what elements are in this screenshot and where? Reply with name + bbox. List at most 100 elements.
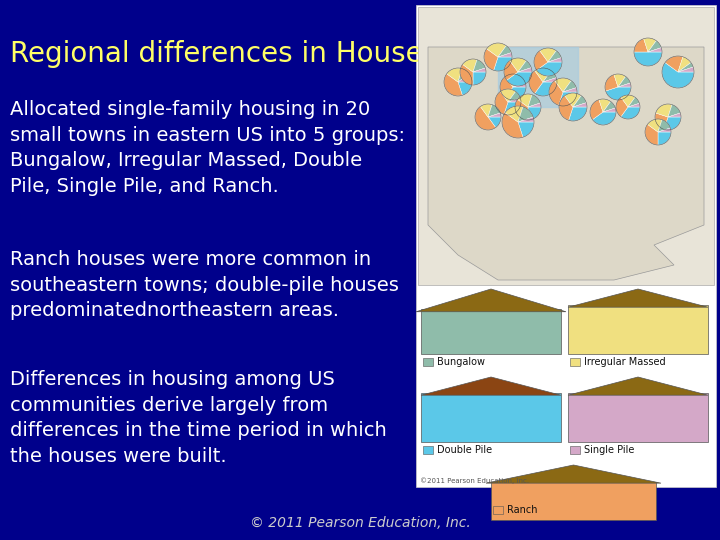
Text: Ranch: Ranch: [507, 505, 538, 515]
Wedge shape: [535, 82, 557, 96]
Wedge shape: [458, 82, 472, 96]
Wedge shape: [495, 91, 508, 114]
Bar: [416, 5, 716, 487]
Wedge shape: [628, 103, 640, 107]
Wedge shape: [513, 77, 526, 87]
Wedge shape: [510, 58, 526, 72]
Wedge shape: [614, 74, 626, 87]
Wedge shape: [518, 107, 534, 122]
Wedge shape: [658, 120, 670, 132]
Wedge shape: [678, 57, 691, 72]
Wedge shape: [605, 75, 618, 91]
Wedge shape: [540, 48, 557, 62]
Wedge shape: [518, 60, 531, 72]
Text: ©2011 Pearson Education, Inc.: ©2011 Pearson Education, Inc.: [420, 477, 529, 484]
Wedge shape: [590, 100, 603, 120]
Bar: [423, 446, 433, 454]
Wedge shape: [573, 103, 587, 107]
Wedge shape: [603, 108, 616, 112]
Wedge shape: [528, 103, 541, 107]
Wedge shape: [664, 117, 681, 130]
Text: Regional differences in House Types: Regional differences in House Types: [10, 40, 510, 68]
Wedge shape: [518, 94, 532, 107]
Wedge shape: [460, 64, 473, 85]
Wedge shape: [505, 74, 521, 87]
Wedge shape: [656, 104, 672, 117]
Wedge shape: [535, 68, 552, 82]
Wedge shape: [621, 107, 640, 119]
Bar: [418, 7, 714, 285]
Wedge shape: [500, 89, 516, 102]
Wedge shape: [473, 59, 485, 72]
Wedge shape: [563, 87, 577, 92]
Wedge shape: [549, 80, 563, 105]
Wedge shape: [559, 96, 573, 120]
Wedge shape: [500, 77, 513, 98]
Wedge shape: [645, 124, 658, 145]
Wedge shape: [444, 74, 462, 96]
Wedge shape: [529, 71, 543, 93]
Wedge shape: [644, 38, 656, 52]
Wedge shape: [488, 113, 501, 117]
Wedge shape: [505, 106, 523, 122]
Wedge shape: [618, 77, 631, 87]
Bar: [421, 308, 561, 354]
Wedge shape: [618, 83, 631, 87]
Wedge shape: [648, 48, 662, 52]
Wedge shape: [515, 99, 528, 120]
Wedge shape: [473, 72, 486, 85]
Wedge shape: [548, 58, 562, 62]
Wedge shape: [480, 104, 492, 117]
Wedge shape: [487, 43, 506, 57]
Bar: [570, 358, 580, 366]
Text: Bungalow: Bungalow: [437, 357, 485, 367]
Wedge shape: [504, 102, 521, 115]
Wedge shape: [518, 68, 532, 72]
Wedge shape: [518, 117, 534, 122]
Bar: [421, 393, 561, 442]
Wedge shape: [543, 78, 557, 82]
Wedge shape: [458, 69, 469, 82]
Polygon shape: [421, 377, 561, 395]
Bar: [570, 446, 580, 454]
Wedge shape: [505, 87, 526, 100]
Bar: [491, 482, 656, 520]
Bar: [423, 358, 433, 366]
Wedge shape: [603, 102, 616, 112]
Text: Allocated single-family housing in 20
small towns in eastern US into 5 groups:
B: Allocated single-family housing in 20 sm…: [10, 100, 405, 196]
Wedge shape: [648, 40, 661, 52]
Wedge shape: [658, 132, 671, 145]
Wedge shape: [599, 99, 611, 112]
Wedge shape: [488, 117, 501, 127]
Text: Differences in housing among US
communities derive largely from
differences in t: Differences in housing among US communit…: [10, 370, 387, 466]
Text: Double Pile: Double Pile: [437, 445, 492, 455]
Wedge shape: [559, 92, 577, 106]
Wedge shape: [555, 78, 571, 92]
Wedge shape: [502, 113, 523, 138]
Wedge shape: [536, 62, 562, 76]
Wedge shape: [508, 98, 521, 102]
Wedge shape: [616, 97, 628, 117]
Wedge shape: [564, 93, 581, 107]
Polygon shape: [486, 465, 661, 483]
Wedge shape: [606, 87, 631, 100]
Wedge shape: [498, 46, 511, 57]
Wedge shape: [488, 105, 500, 117]
Wedge shape: [634, 39, 648, 52]
Wedge shape: [528, 107, 541, 120]
Text: Irregular Massed: Irregular Massed: [584, 357, 665, 367]
Bar: [568, 305, 708, 354]
Wedge shape: [621, 95, 635, 107]
Bar: [568, 393, 708, 442]
Wedge shape: [658, 128, 671, 132]
Wedge shape: [593, 112, 616, 125]
Wedge shape: [494, 57, 512, 71]
Text: © 2011 Pearson Education, Inc.: © 2011 Pearson Education, Inc.: [250, 516, 470, 530]
Wedge shape: [507, 72, 532, 86]
Wedge shape: [647, 119, 662, 132]
Bar: [493, 506, 503, 514]
Wedge shape: [662, 63, 694, 88]
Polygon shape: [428, 47, 704, 280]
Polygon shape: [568, 377, 708, 395]
Text: Ranch houses were more common in
southeastern towns; double-pile houses
predomin: Ranch houses were more common in southea…: [10, 250, 399, 321]
